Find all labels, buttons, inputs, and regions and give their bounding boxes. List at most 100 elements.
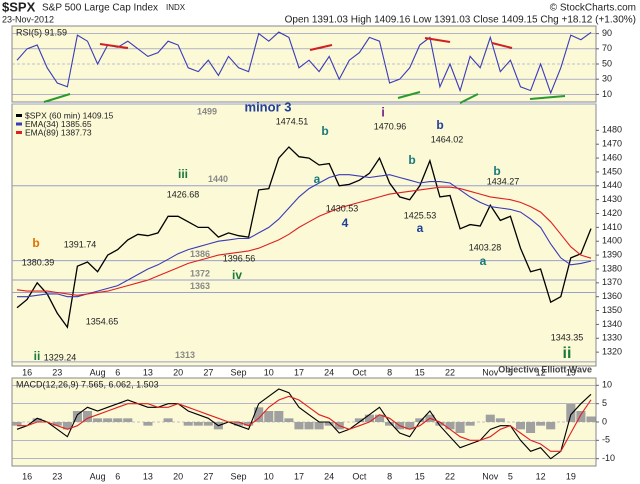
level-label: 1386 — [190, 249, 210, 259]
histogram-bar — [405, 422, 415, 430]
x-tick-label: 13 — [143, 471, 153, 481]
y-tick-label: -5 — [602, 435, 610, 445]
annotation: b — [408, 153, 415, 167]
x-tick-label: 22 — [445, 471, 455, 481]
level-label: 1499 — [197, 106, 217, 116]
x-tick-label: 17 — [294, 471, 304, 481]
histogram-bar — [183, 422, 193, 426]
x-tick-label: 10 — [264, 471, 274, 481]
histogram-bar — [485, 414, 495, 422]
annotation: 1354.65 — [86, 316, 119, 326]
y-tick-label: 1460 — [602, 152, 622, 162]
copyright: © StockCharts.com — [550, 3, 636, 14]
y-tick-label: 1410 — [602, 222, 622, 232]
x-tick-label: 24 — [324, 367, 334, 377]
y-tick-label: 1480 — [602, 125, 622, 135]
x-tick-label: 23 — [52, 367, 62, 377]
x-tick-label: Sep — [231, 367, 247, 377]
y-tick-label: 1420 — [602, 208, 622, 218]
level-label: 1440 — [208, 174, 228, 184]
annotation: 1403.28 — [469, 242, 502, 252]
y-tick-label: 70 — [602, 43, 612, 53]
y-tick-label: 10 — [602, 380, 612, 390]
x-tick-label: 12 — [536, 471, 546, 481]
x-tick-label: 20 — [173, 367, 183, 377]
annotation: 1464.02 — [431, 134, 464, 144]
histogram-bar — [62, 422, 72, 430]
histogram-bar — [465, 422, 475, 426]
histogram-bar — [445, 422, 455, 430]
x-tick-label: 5 — [508, 367, 513, 377]
x-tick-label: 6 — [115, 367, 120, 377]
legend-swatch — [16, 114, 22, 117]
legend-swatch — [16, 131, 22, 134]
x-tick-label: 24 — [324, 471, 334, 481]
trend-line — [43, 93, 71, 103]
histogram-bar — [82, 411, 93, 422]
histogram-bar — [435, 422, 445, 426]
y-tick-label: 1390 — [602, 249, 622, 259]
trend-line — [491, 42, 513, 49]
annotation: ii — [563, 345, 572, 362]
histogram-bar — [12, 422, 22, 426]
histogram-bar — [203, 422, 213, 426]
histogram-bar — [274, 411, 284, 422]
annotation: b — [321, 124, 328, 138]
annotation: 4 — [342, 216, 349, 230]
y-tick-label: 1450 — [602, 166, 622, 176]
x-tick-label: 15 — [415, 471, 425, 481]
annotation: 1396.56 — [223, 253, 256, 263]
symbol: $SPX — [2, 0, 36, 14]
annotation: b — [32, 236, 39, 250]
x-tick-label: 12 — [536, 367, 546, 377]
histogram-bar — [354, 418, 364, 422]
y-tick-label: 1330 — [602, 333, 622, 343]
x-tick-label: 19 — [566, 367, 576, 377]
x-tick-label: 23 — [52, 471, 62, 481]
x-tick-label: 8 — [387, 367, 392, 377]
histogram-bar — [546, 422, 556, 430]
annotation: i — [381, 104, 385, 119]
histogram-bar — [294, 422, 304, 430]
trend-line — [529, 95, 566, 100]
x-tick-label: 6 — [115, 471, 120, 481]
panel-title: RSI(5) 91.59 — [16, 27, 67, 37]
annotation: 1380.39 — [22, 257, 55, 267]
x-tick-label: Nov — [482, 367, 499, 377]
series-group — [16, 146, 592, 329]
y-tick-label: 50 — [602, 58, 612, 68]
y-tick-label: -10 — [602, 453, 615, 463]
x-tick-label: 13 — [143, 367, 153, 377]
level-label: 1363 — [190, 281, 210, 291]
annotation: 1470.96 — [374, 121, 407, 131]
y-tick-label: 1440 — [602, 180, 622, 190]
y-tick-label: 1320 — [602, 347, 622, 357]
histogram-bar — [244, 422, 254, 426]
annotation: a — [314, 172, 321, 186]
annotation: a — [480, 254, 487, 268]
histogram-bar — [304, 422, 314, 430]
histogram-bar — [536, 422, 546, 426]
y-tick-label: 1430 — [602, 194, 622, 204]
y-tick-label: 1380 — [602, 263, 622, 273]
annotation: a — [417, 221, 424, 235]
exchange: INDX — [166, 3, 186, 12]
trend-line — [459, 93, 479, 104]
level-label: 1372 — [190, 268, 210, 278]
annotation: 1329.24 — [44, 352, 77, 362]
legend-label: $SPX (60 min) 1409.15 — [25, 110, 114, 120]
histogram-bar — [254, 407, 264, 422]
histogram-bar — [143, 422, 153, 426]
x-tick-label: Sep — [231, 471, 247, 481]
annotation: b — [436, 118, 443, 132]
histogram-bar — [32, 418, 42, 422]
series-line — [16, 146, 592, 329]
histogram-bar — [234, 422, 244, 426]
histogram-bar — [495, 418, 505, 422]
histogram-bar — [415, 418, 425, 422]
y-tick-label: 1350 — [602, 305, 622, 315]
series-line — [17, 174, 592, 298]
histogram-bar — [163, 418, 173, 422]
y-tick-label: 5 — [602, 398, 607, 408]
